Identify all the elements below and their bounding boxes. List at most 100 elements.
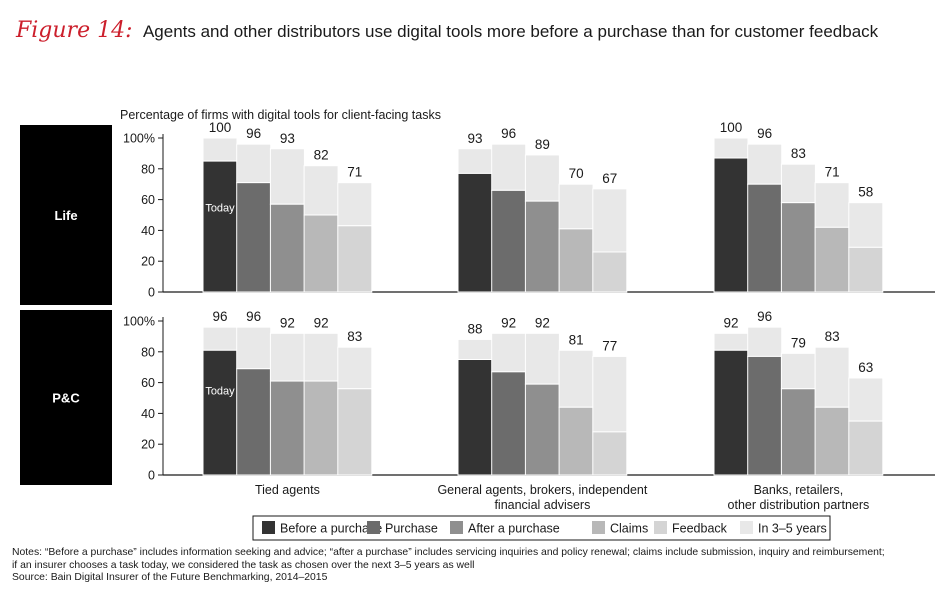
bar-future <box>848 377 884 422</box>
bar-future <box>236 326 272 370</box>
bar-today <box>558 406 594 476</box>
bar-future <box>524 332 560 385</box>
group-label: other distribution partners <box>728 498 870 512</box>
bar-today <box>747 183 783 293</box>
group-label: financial advisers <box>494 498 590 512</box>
data-label: 71 <box>825 165 840 180</box>
bar-future <box>491 332 527 373</box>
data-label: 100 <box>209 120 232 135</box>
data-label: 92 <box>314 315 329 330</box>
bar-future <box>524 154 560 202</box>
data-label: 92 <box>501 315 516 330</box>
bar-today <box>491 371 527 476</box>
y-tick-label: 60 <box>141 193 155 207</box>
legend-swatch <box>450 521 463 534</box>
bar-today <box>202 160 238 293</box>
bar-future <box>457 148 493 174</box>
data-label: 67 <box>602 171 617 186</box>
bar-future <box>747 326 783 357</box>
bar-today <box>303 380 339 476</box>
bar-today <box>457 359 493 476</box>
bar-today <box>814 226 850 293</box>
bar-today <box>524 200 560 293</box>
data-label: 96 <box>246 126 261 141</box>
y-tick-label: 20 <box>141 255 155 269</box>
data-label: 81 <box>569 332 584 347</box>
bar-future <box>780 352 816 390</box>
panel-label-1: P&C <box>52 391 80 406</box>
today-annotation: Today <box>205 385 235 397</box>
y-tick-label: 100% <box>123 132 155 146</box>
bar-today <box>780 388 816 476</box>
legend-label: Claims <box>610 522 648 536</box>
bar-today <box>592 251 628 293</box>
data-label: 71 <box>347 165 362 180</box>
legend-swatch <box>367 521 380 534</box>
y-tick-label: 80 <box>141 345 155 359</box>
bar-future <box>558 349 594 408</box>
bar-future <box>814 346 850 408</box>
data-label: 93 <box>467 131 482 146</box>
bar-chart: Percentage of firms with digital tools f… <box>20 108 935 541</box>
bar-future <box>303 165 339 216</box>
bar-future <box>814 182 850 228</box>
bar-future <box>558 183 594 230</box>
data-label: 88 <box>467 321 482 336</box>
bar-today <box>780 202 816 293</box>
bar-today <box>747 355 783 476</box>
notes: Notes: “Before a purchase” includes info… <box>12 547 942 585</box>
panel-label-0: Life <box>54 208 77 223</box>
bar-today <box>592 431 628 476</box>
bar-today <box>303 214 339 293</box>
data-label: 93 <box>280 131 295 146</box>
legend-label: Before a purchase <box>280 522 382 536</box>
y-tick-label: 20 <box>141 438 155 452</box>
legend-label: Purchase <box>385 522 438 536</box>
bar-future <box>713 332 749 351</box>
bar-future <box>713 137 749 159</box>
figure-label: Figure 14: <box>16 18 133 43</box>
data-label: 100 <box>720 120 743 135</box>
bar-future <box>236 143 272 184</box>
bar-future <box>747 143 783 185</box>
data-label: 83 <box>347 329 362 344</box>
legend-box <box>252 515 831 541</box>
bar-today <box>848 420 884 476</box>
notes-line-1: Notes: “Before a purchase” includes info… <box>12 547 885 558</box>
legend-label: In 3–5 years <box>758 522 827 536</box>
y-tick-label: 0 <box>148 286 155 300</box>
group-label: Banks, retailers, <box>754 483 844 497</box>
legend-label: Feedback <box>672 522 728 536</box>
chart-subtitle: Percentage of firms with digital tools f… <box>120 108 441 122</box>
bar-future <box>780 163 816 204</box>
bar-today <box>713 349 749 476</box>
bar-today <box>202 349 238 476</box>
legend-swatch <box>654 521 667 534</box>
data-label: 96 <box>212 309 227 324</box>
data-label: 92 <box>723 315 738 330</box>
bar-today <box>524 383 560 476</box>
bar-future <box>337 346 373 390</box>
data-label: 82 <box>314 148 329 163</box>
group-label: General agents, brokers, independent <box>437 483 647 497</box>
legend-swatch <box>592 521 605 534</box>
bar-future <box>269 148 305 205</box>
data-label: 89 <box>535 137 550 152</box>
data-label: 70 <box>569 166 584 181</box>
group-label: Tied agents <box>255 483 320 497</box>
bar-today <box>269 203 305 293</box>
bar-today <box>337 388 373 476</box>
bar-future <box>592 355 628 433</box>
bar-future <box>202 137 238 162</box>
bar-today <box>337 225 373 293</box>
bar-today <box>491 189 527 293</box>
data-label: 83 <box>825 329 840 344</box>
data-label: 58 <box>858 185 873 200</box>
data-label: 96 <box>246 309 261 324</box>
today-annotation: Today <box>205 202 235 214</box>
bar-future <box>202 326 238 351</box>
y-tick-label: 40 <box>141 224 155 238</box>
data-label: 96 <box>501 126 516 141</box>
data-label: 83 <box>791 146 806 161</box>
bar-future <box>337 182 373 227</box>
